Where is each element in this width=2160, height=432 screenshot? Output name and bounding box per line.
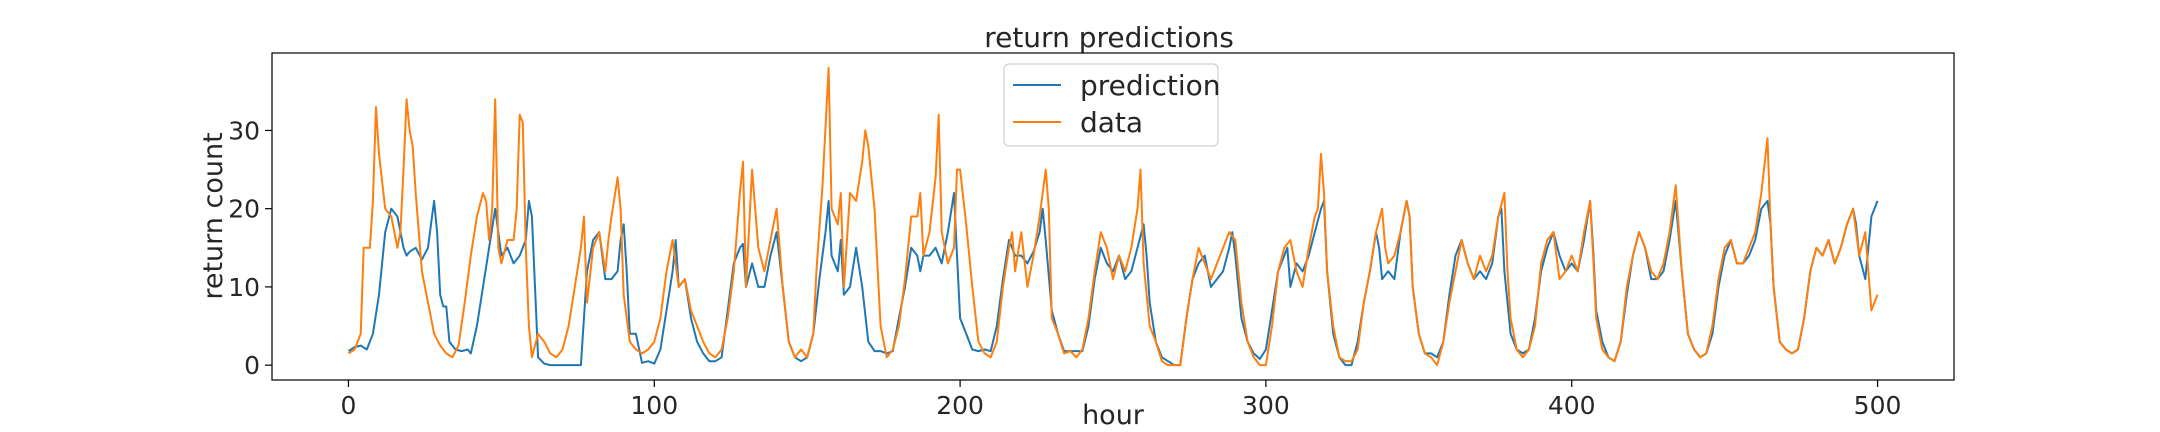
series-line-data: [347, 66, 1879, 367]
x-tick-label: 300: [1242, 391, 1290, 420]
x-tick-label: 0: [341, 391, 357, 420]
legend: prediction data: [1003, 63, 1220, 147]
plot-frame: [271, 52, 1955, 381]
y-tick-label: 10: [228, 273, 260, 302]
legend-label-prediction: prediction: [1080, 69, 1220, 102]
x-axis-ticks: 0 100 200 300 400 500: [341, 380, 1902, 420]
x-tick-label: 200: [936, 391, 984, 420]
legend-label-data: data: [1080, 106, 1143, 139]
y-tick-label: 20: [228, 195, 260, 224]
x-tick-label: 100: [630, 391, 678, 420]
chart-title: return predictions: [984, 21, 1234, 54]
x-tick-label: 400: [1548, 391, 1596, 420]
x-tick-label: 500: [1854, 391, 1902, 420]
y-tick-label: 30: [228, 116, 260, 145]
y-tick-label: 0: [244, 351, 260, 380]
x-axis-label: hour: [1082, 400, 1145, 431]
plot-lines: [347, 66, 1879, 367]
y-axis-label: return count: [198, 132, 229, 299]
y-axis-ticks: 0 10 20 30: [228, 116, 272, 380]
